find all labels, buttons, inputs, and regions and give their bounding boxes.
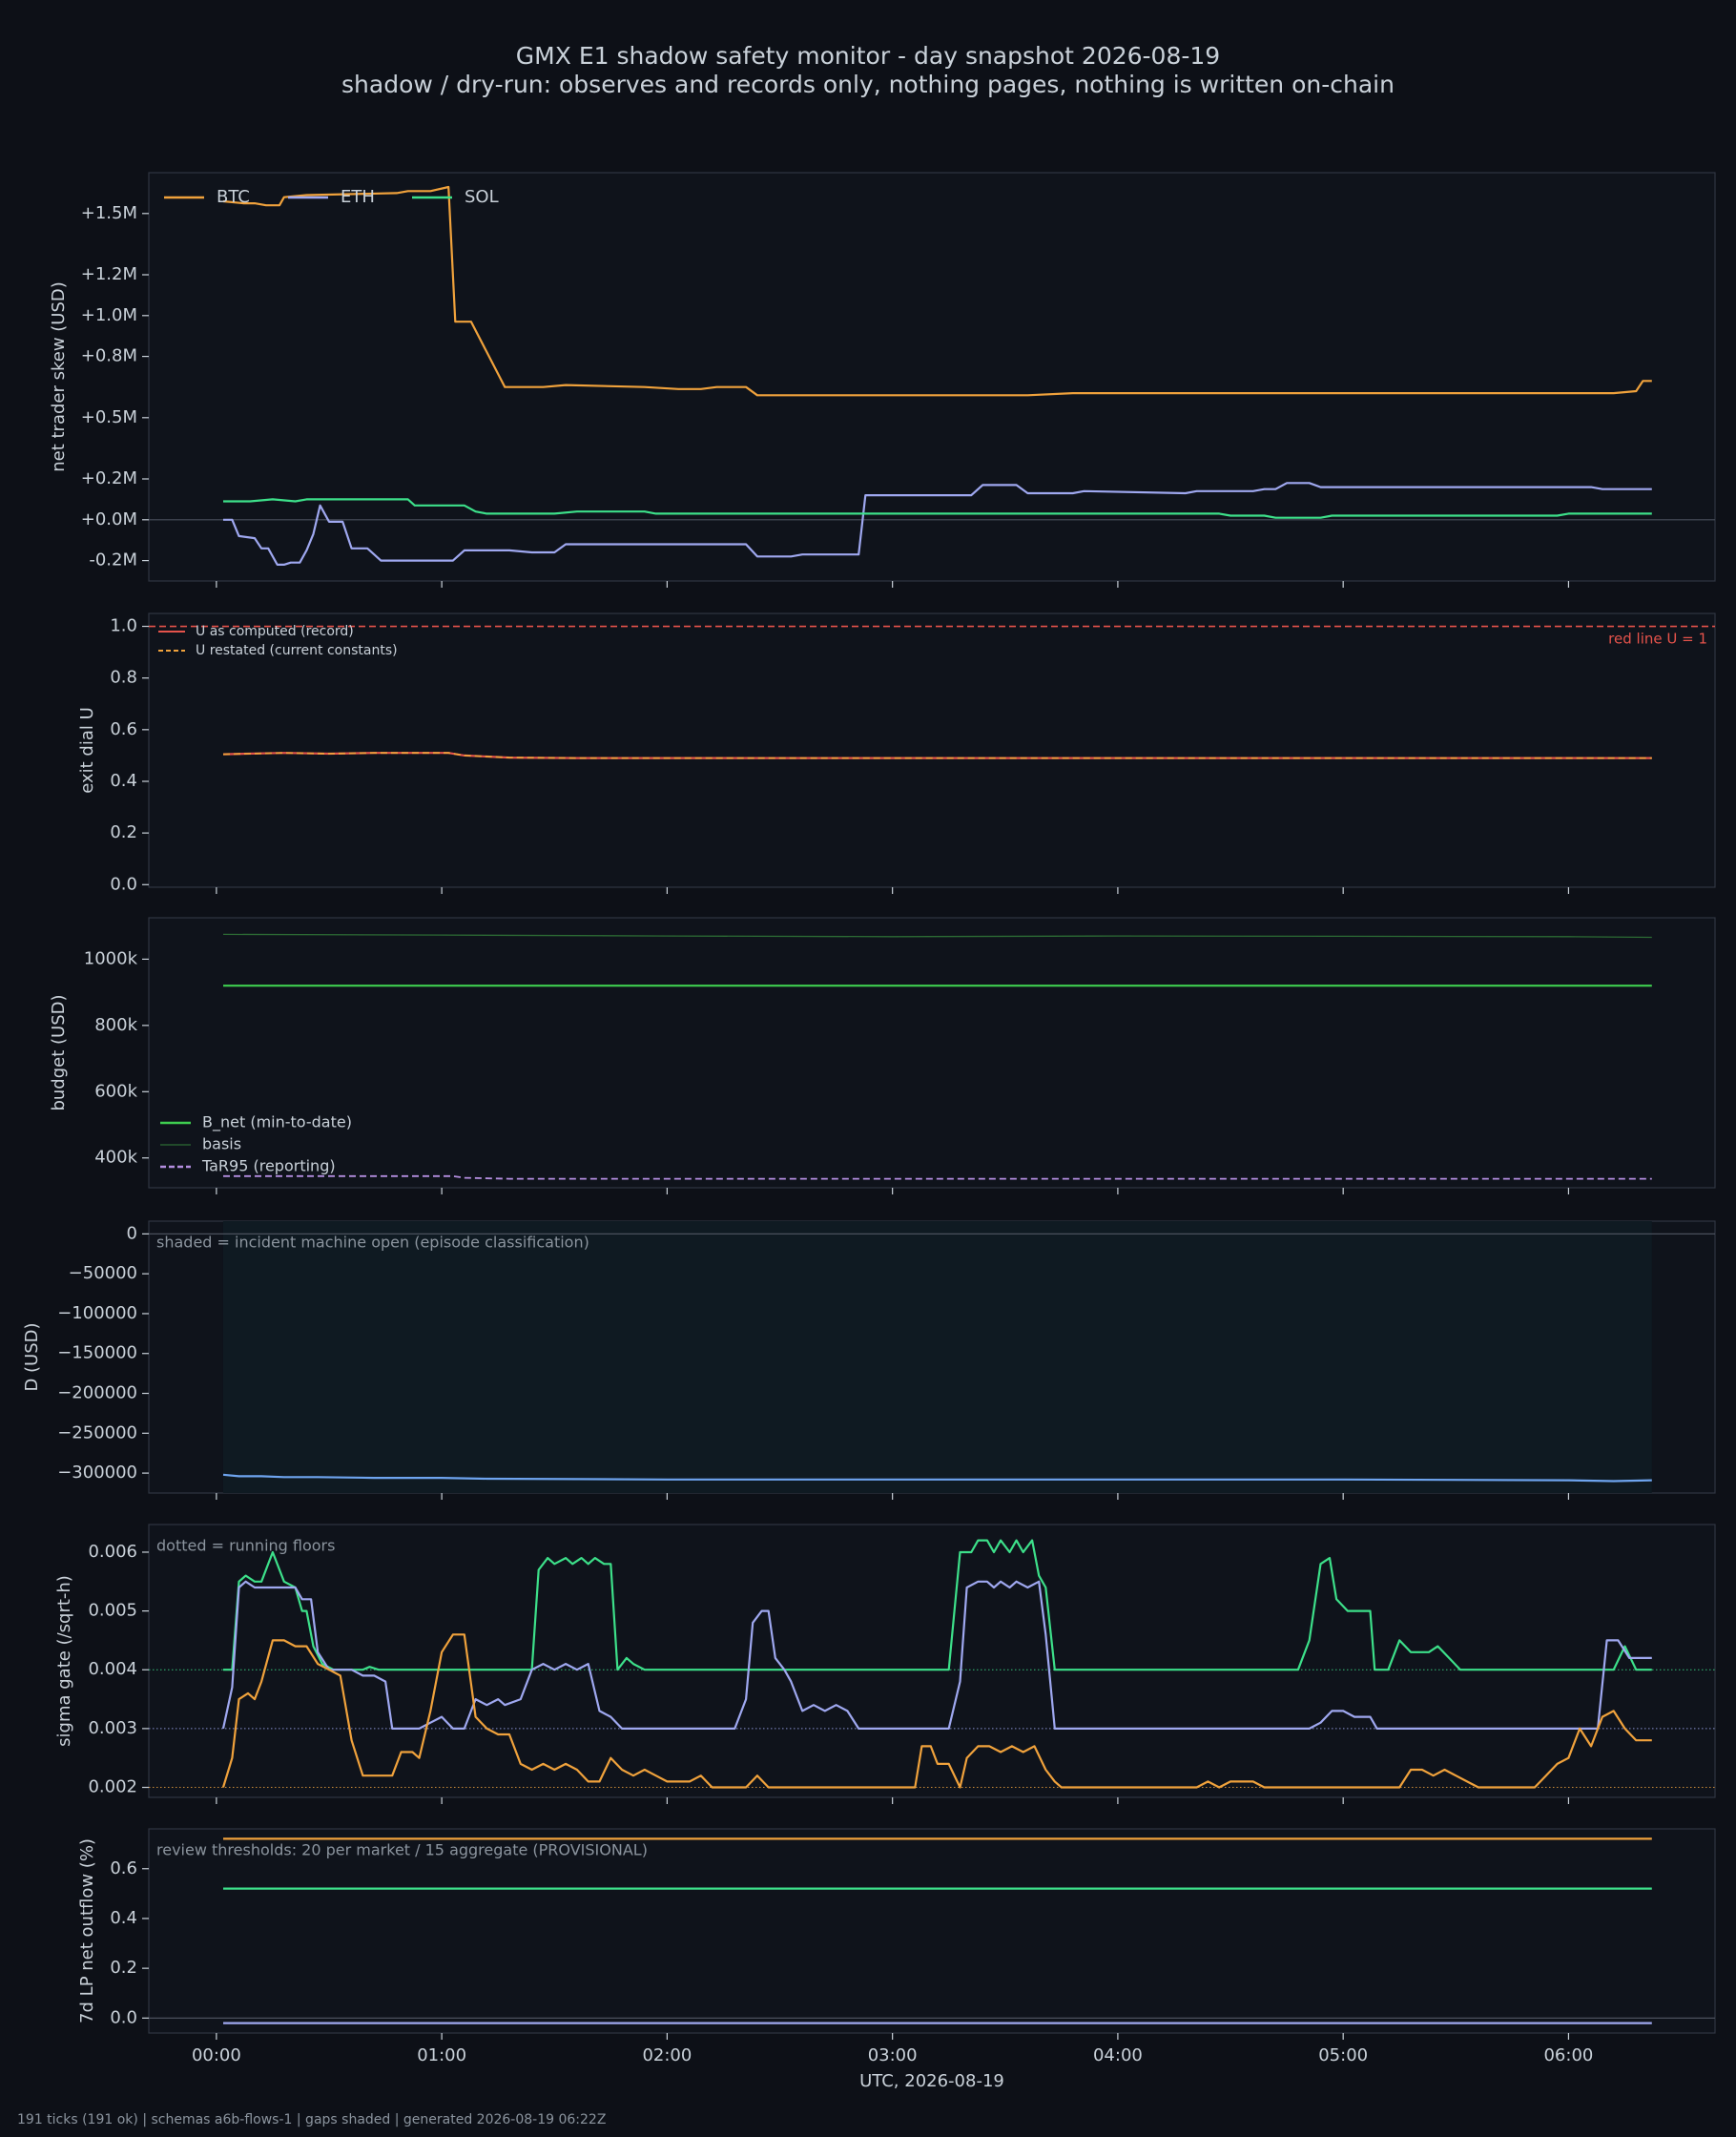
chart-panel-2: 0.0 0.2 0.4 0.6 0.8 1.0 red line U = 1 exit dia…	[77, 612, 1716, 894]
x-tick-label: 03:00	[868, 2045, 918, 2065]
y-tick-label: 0.002	[88, 1777, 137, 1797]
y-tick-label: −150000	[57, 1343, 137, 1363]
plot-frame	[148, 1828, 1716, 2034]
y-tick-label: 0.4	[110, 771, 137, 791]
chart-panel-3: 400k 600k 800k 1000k budget (USD) B_net (min-…	[49, 917, 1716, 1194]
y-tick-label: -0.2M	[89, 550, 137, 571]
legend-label: SOL	[465, 187, 499, 207]
panel-annotation: review thresholds: 20 per market / 15 ag…	[156, 1841, 648, 1859]
y-tick-label: +0.0M	[81, 509, 137, 529]
footer-status: 191 ticks (191 ok) | schemas a6b-flows-1…	[17, 2112, 607, 2127]
y-tick-label: −200000	[57, 1383, 137, 1403]
y-tick-label: −250000	[57, 1422, 137, 1442]
x-tick-label: 06:00	[1543, 2045, 1593, 2065]
y-tick-label: 600k	[94, 1081, 137, 1101]
y-tick-label: +0.5M	[81, 407, 137, 427]
y-tick-label: 0.6	[110, 1858, 137, 1878]
y-tick-label: +0.2M	[81, 468, 137, 488]
y-tick-label: 0.6	[110, 719, 137, 739]
legend-label: U restated (current constants)	[196, 643, 398, 658]
x-axis-label: UTC, 2026-08-19	[859, 2071, 1004, 2091]
legend-label: basis	[202, 1135, 241, 1153]
y-tick-label: +1.0M	[81, 305, 137, 325]
x-tick-label: 02:00	[642, 2045, 692, 2065]
plot-frame	[148, 1524, 1716, 1798]
series-line-sol	[223, 498, 1652, 519]
y-axis-label: 7d LP net outflow (%)	[77, 1838, 97, 2023]
y-tick-label: −100000	[57, 1303, 137, 1323]
x-axis: 00:00 01:00 02:00 03:00 04:00 05:00 06:00 UTC, …	[192, 2045, 1593, 2091]
y-tick-label: 0.004	[88, 1659, 137, 1679]
y-axis-label: net trader skew (USD)	[49, 281, 69, 472]
series-line-u-restated-current-constants-	[222, 752, 1652, 759]
y-tick-label: −300000	[57, 1463, 137, 1483]
y-axis-label: budget (USD)	[49, 994, 69, 1110]
red-line-label: red line U = 1	[1608, 631, 1707, 648]
legend-label: B_net (min-to-date)	[202, 1113, 352, 1132]
plot-frame	[148, 917, 1716, 1189]
series-line-0	[222, 1473, 1652, 1483]
series-line-basis	[222, 933, 1652, 939]
panel-annotation: shaded = incident machine open (episode …	[156, 1234, 589, 1252]
chart-subtitle: shadow / dry-run: observes and records o…	[341, 71, 1395, 98]
panel-annotation: dotted = running floors	[156, 1537, 335, 1555]
y-tick-label: +1.5M	[81, 203, 137, 223]
y-tick-label: 0.2	[110, 822, 137, 842]
chart-panel-6: 0.0 0.2 0.4 0.6 review thresholds: 20 per ma…	[77, 1828, 1716, 2040]
y-tick-label: 0.8	[110, 668, 137, 688]
y-tick-label: 1.0	[110, 616, 137, 636]
y-axis-label: D (USD)	[22, 1322, 42, 1391]
y-tick-label: +1.2M	[81, 264, 137, 284]
y-tick-label: 0.0	[110, 874, 137, 894]
chart-panel-4: −300000 −250000 −200000 −150000 −100000 −5000…	[22, 1220, 1716, 1500]
chart-panel-1: -0.2M +0.0M +0.2M +0.5M +0.8M +1.0M +1.2M +1.5M…	[49, 172, 1716, 588]
y-tick-label: 800k	[94, 1015, 137, 1035]
plot-frame	[148, 612, 1716, 888]
legend-label: U as computed (record)	[196, 624, 354, 639]
y-tick-label: 0.2	[110, 1958, 137, 1978]
series-line-1	[221, 1580, 1652, 1730]
y-axis-label: sigma gate (/sqrt-h)	[54, 1575, 74, 1747]
y-tick-label: 0.0	[110, 2007, 137, 2027]
series-line-tar95-reporting-	[223, 1174, 1652, 1180]
series-line-eth	[223, 482, 1652, 566]
y-tick-label: 0.005	[88, 1601, 137, 1621]
series-line-2	[221, 1633, 1652, 1789]
y-tick-label: 1000k	[84, 948, 138, 968]
legend-label: ETH	[341, 187, 375, 207]
series-line-0	[223, 1539, 1652, 1671]
y-axis-label: exit dial U	[77, 707, 97, 794]
series-line-btc	[222, 185, 1652, 397]
x-tick-label: 05:00	[1318, 2045, 1368, 2065]
legend-label: TaR95 (reporting)	[201, 1157, 336, 1175]
y-tick-label: 0.003	[88, 1718, 137, 1738]
chart-title: GMX E1 shadow safety monitor - day snaps…	[515, 42, 1221, 70]
chart-panel-5: 0.002 0.003 0.004 0.005 0.006 dotted = runnin…	[54, 1524, 1716, 1804]
y-tick-label: 0.006	[88, 1542, 137, 1562]
y-tick-label: 0.4	[110, 1908, 137, 1928]
y-tick-label: +0.8M	[81, 346, 137, 366]
y-tick-label: −50000	[69, 1263, 137, 1283]
y-tick-label: 400k	[94, 1148, 137, 1168]
x-tick-label: 04:00	[1093, 2045, 1143, 2065]
legend-label: BTC	[217, 187, 250, 207]
x-tick-label: 00:00	[192, 2045, 241, 2065]
x-tick-label: 01:00	[417, 2045, 466, 2065]
incident-shaded-region	[222, 1221, 1652, 1493]
y-tick-label: 0	[127, 1223, 137, 1243]
